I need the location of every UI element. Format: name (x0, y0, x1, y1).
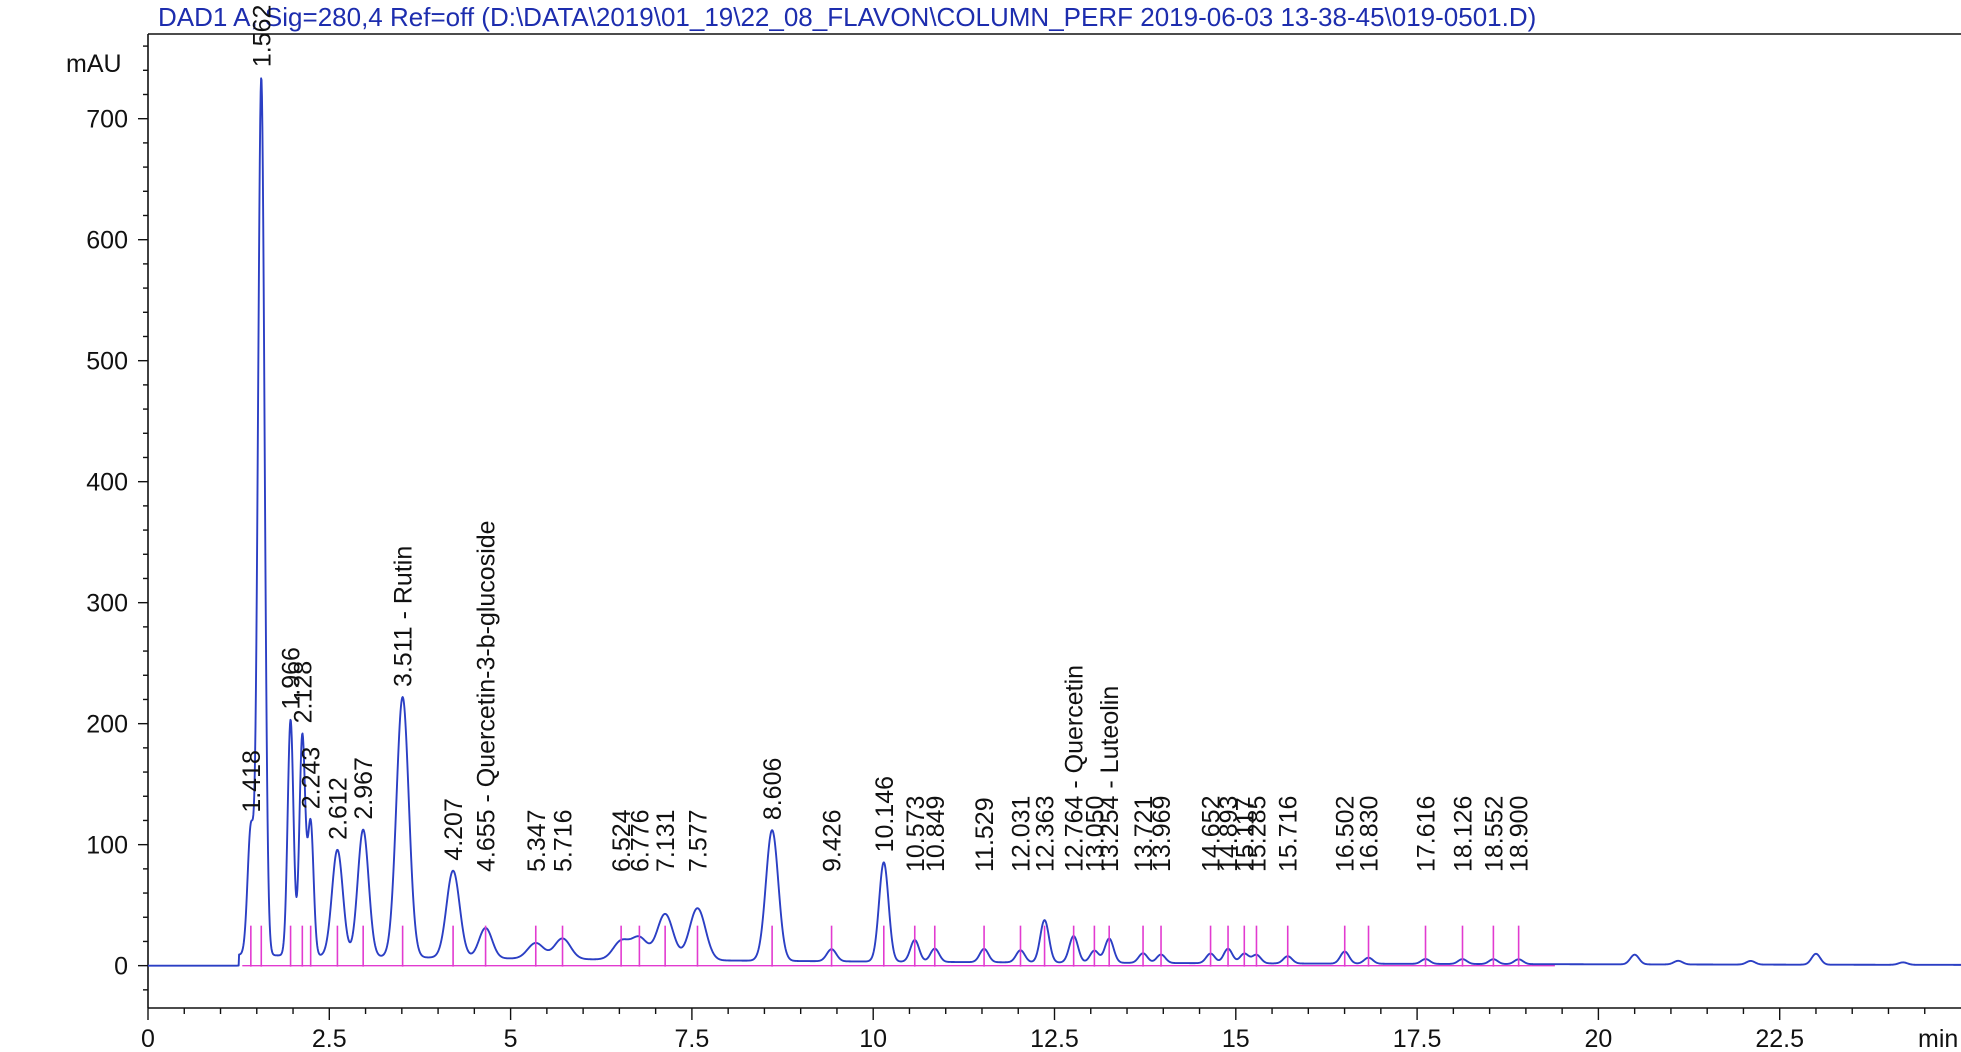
y-axis-label: mAU (66, 50, 122, 78)
peak-label: 10.146 (871, 776, 899, 852)
x-tick-label: 20 (1584, 1025, 1612, 1052)
x-axis-label: min (1918, 1025, 1958, 1052)
x-axis-ticks: 0 2.5 5 7.5 10 12.5 15 17.5 20 22.5 (141, 1008, 1926, 1052)
peak-label: 18.552 (1480, 796, 1508, 872)
y-tick-label: 600 (86, 227, 128, 255)
y-tick-label: 100 (86, 832, 128, 860)
x-tick-label: 12.5 (1030, 1025, 1079, 1052)
x-tick-label: 5 (504, 1025, 518, 1052)
signal-trace-layer (147, 77, 1961, 967)
peak-markers (250, 925, 1520, 967)
peak-label: 5.347 (523, 809, 551, 872)
y-tick-label: 200 (86, 711, 128, 739)
peak-label: 18.126 (1450, 796, 1478, 872)
x-tick-label: 10 (859, 1025, 887, 1052)
peak-label: 18.900 (1506, 796, 1534, 872)
y-tick-label: 400 (86, 469, 128, 497)
peak-label: 2.967 (350, 757, 378, 820)
y-axis-ticks: 0 100 200 300 400 500 600 700 (86, 45, 148, 991)
peak-label: 2.243 (298, 747, 326, 810)
peak-label: 4.655 - Quercetin-3-b-glucoside (473, 520, 501, 872)
peak-label: 2.128 (289, 661, 317, 724)
x-tick-label: 22.5 (1755, 1025, 1804, 1052)
peak-label: 12.363 (1032, 796, 1060, 872)
y-tick-label: 0 (114, 953, 128, 981)
x-tick-label: 0 (141, 1025, 155, 1052)
peak-label: 7.131 (652, 809, 680, 872)
peak-label: 8.606 (759, 758, 787, 821)
peak-label: 2.612 (324, 777, 352, 840)
peak-label: 6.524 (608, 809, 636, 872)
peak-label: 13.254 - Luteolin (1096, 686, 1124, 872)
x-tick-label: 2.5 (312, 1025, 347, 1052)
peak-label: 10.849 (922, 796, 950, 872)
peak-label: 9.426 (819, 809, 847, 872)
peak-label: 1.966 (278, 647, 306, 710)
peak-label: 10.573 (902, 796, 930, 872)
signal-trace (147, 77, 1961, 967)
peak-label: 13.721 (1130, 796, 1158, 872)
peak-label: 12.031 (1007, 796, 1035, 872)
peak-label: 14.652 (1198, 796, 1226, 872)
peak-label: 7.577 (684, 809, 712, 872)
peak-label: 4.207 (440, 798, 468, 861)
peak-label: 6.776 (626, 809, 654, 872)
peak-label: 16.830 (1356, 796, 1384, 872)
peak-label: 13.050 (1081, 796, 1109, 872)
peak-label: 15.716 (1275, 796, 1303, 872)
y-tick-label: 300 (86, 590, 128, 618)
peak-label: 15.285 (1243, 796, 1271, 872)
peak-label: 15.117 (1231, 797, 1259, 872)
peak-label: 12.764 - Quercetin (1061, 665, 1089, 872)
x-tick-label: 17.5 (1393, 1025, 1442, 1052)
y-tick-label: 700 (86, 106, 128, 134)
x-tick-label: 15 (1222, 1025, 1250, 1052)
peak-label: 13.969 (1148, 796, 1176, 872)
peak-label: 17.616 (1413, 796, 1441, 872)
peak-label: 5.716 (550, 809, 578, 872)
peak-label: 3.511 - Rutin (390, 546, 418, 687)
x-tick-label: 7.5 (675, 1025, 710, 1052)
peak-label: 1.562 (248, 5, 276, 68)
peak-label: 11.529 (971, 797, 999, 872)
y-tick-label: 500 (86, 348, 128, 376)
peak-label: 16.502 (1332, 796, 1360, 872)
peak-label: 1.418 (238, 750, 266, 813)
peak-label: 14.893 (1215, 796, 1243, 872)
chart-title: DAD1 A, Sig=280,4 Ref=off (D:\DATA\2019\… (158, 2, 1536, 32)
